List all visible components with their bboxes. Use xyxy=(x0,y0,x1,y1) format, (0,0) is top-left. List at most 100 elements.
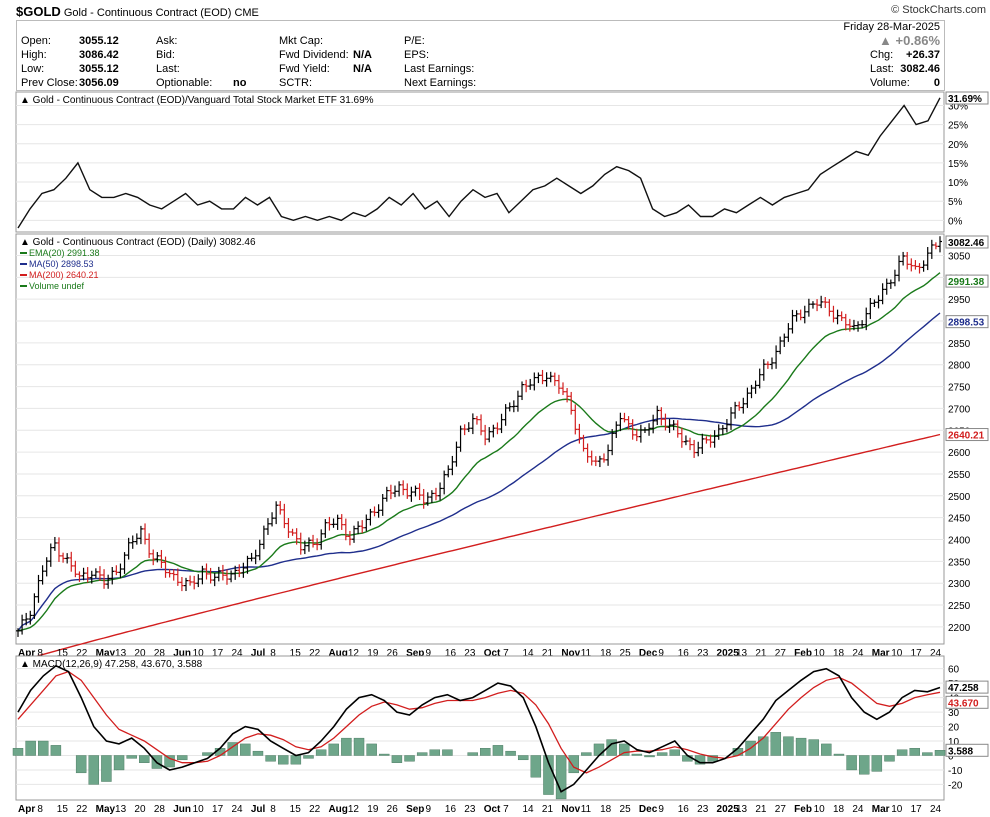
mkt-cap-label: Mkt Cap: xyxy=(279,35,324,47)
macd-histogram-bar xyxy=(896,749,908,756)
price-axis-tick: 2950 xyxy=(948,295,971,306)
price-x-label: 24 xyxy=(231,648,243,659)
legend-label: MA(200) 2640.21 xyxy=(29,270,99,280)
price-axis-tick: 2300 xyxy=(948,579,971,590)
macd-histogram-bar xyxy=(707,755,718,762)
macd-x-label: Apr xyxy=(18,804,35,815)
price-x-label: Nov xyxy=(561,648,580,659)
sctr-label: SCTR: xyxy=(279,77,312,89)
macd-histogram-bar xyxy=(593,743,605,756)
macd-histogram-bar xyxy=(38,740,49,756)
ratio-axis-tick: 25% xyxy=(948,121,968,132)
macd-histogram-bar xyxy=(75,755,87,774)
price-x-label: 17 xyxy=(911,648,923,659)
macd-histogram-bar xyxy=(391,755,403,763)
macd-x-label: Feb xyxy=(794,804,812,815)
prev-close-label: Prev Close: xyxy=(21,77,78,89)
ema20-line xyxy=(17,272,941,632)
macd-histogram-bar xyxy=(265,755,276,762)
price-x-label: Feb xyxy=(794,648,812,659)
macd-histogram-bar xyxy=(353,737,365,756)
volume-label: Volume: xyxy=(870,77,910,89)
macd-x-label: 23 xyxy=(697,804,709,815)
macd-x-label: 13 xyxy=(115,804,127,815)
histogram-last-label-box xyxy=(945,743,989,757)
legend-label: Volume undef xyxy=(29,281,85,291)
pe-label: P/E: xyxy=(404,35,425,47)
exchange: CME xyxy=(234,7,259,19)
macd-axis-tick: 10 xyxy=(948,737,960,748)
prev-close-value: 3056.09 xyxy=(79,77,119,89)
price-x-label: 23 xyxy=(464,648,476,659)
up-triangle-icon: ▲ xyxy=(879,33,892,48)
price-panel xyxy=(15,233,945,645)
chart-title: $GOLD Gold - Continuous Contract (EOD) C… xyxy=(16,4,259,19)
macd-histogram-bar xyxy=(164,755,175,768)
high-value: 3086.42 xyxy=(79,49,119,61)
macd-histogram-bar xyxy=(631,753,643,756)
macd-x-label: 19 xyxy=(367,804,379,815)
ratio-panel xyxy=(15,91,945,233)
macd-histogram-bar xyxy=(290,755,302,765)
price-x-label: 21 xyxy=(755,648,767,659)
macd-histogram-bar xyxy=(25,740,36,756)
macd-panel xyxy=(15,655,945,801)
price-x-label: 22 xyxy=(309,648,321,659)
price-x-label: 27 xyxy=(775,648,787,659)
macd-x-label: 12 xyxy=(348,804,360,815)
macd-x-label: 9 xyxy=(425,804,431,815)
macd-last-label-box xyxy=(945,680,989,694)
macd-histogram-bar xyxy=(429,749,441,756)
macd-x-label: 2025 xyxy=(717,804,740,815)
macd-histogram-bar xyxy=(88,755,99,785)
ratio-title: ▲ Gold - Continuous Contract (EOD)/Vangu… xyxy=(20,95,374,106)
histogram-last-label: 3.588 xyxy=(948,746,973,757)
macd-x-label: 15 xyxy=(290,804,302,815)
macd-x-label: 20 xyxy=(134,804,146,815)
macd-histogram-bar xyxy=(555,755,567,800)
macd-x-label: 22 xyxy=(309,804,321,815)
macd-histogram-bar xyxy=(379,753,390,756)
price-x-label: 26 xyxy=(387,648,399,659)
next-earnings-label: Next Earnings: xyxy=(404,77,477,89)
price-x-label: 10 xyxy=(193,648,205,659)
ratio-line xyxy=(17,97,941,229)
price-x-label: 12 xyxy=(348,648,360,659)
price-x-label: 15 xyxy=(290,648,302,659)
macd-last-label: 47.258 xyxy=(948,683,979,694)
macd-histogram-bar xyxy=(808,739,819,756)
last-price-value: 3082.46 xyxy=(900,63,940,75)
macd-x-label: 9 xyxy=(658,804,664,815)
price-x-label: 7 xyxy=(503,648,509,659)
price-axis-tick: 3050 xyxy=(948,251,971,262)
price-x-label: 13 xyxy=(736,648,748,659)
macd-histogram-bar xyxy=(909,748,920,756)
symbol: $GOLD xyxy=(16,4,61,19)
macd-histogram-bar xyxy=(416,752,428,756)
last-price-label: Last: xyxy=(870,63,894,75)
macd-title: ▲ MACD(12,26,9) 47.258, 43.670, 3.588 xyxy=(20,659,203,670)
price-axis-tick: 2500 xyxy=(948,492,971,503)
macd-x-label: 26 xyxy=(387,804,399,815)
ema20-last-label: 2991.38 xyxy=(948,277,985,288)
price-x-label: Jun xyxy=(173,648,191,659)
price-x-label: Sep xyxy=(406,648,424,659)
macd-histogram-bar xyxy=(581,752,592,756)
chg-value: +26.37 xyxy=(906,49,940,61)
change-percent: ▲ +0.86% xyxy=(879,33,940,48)
macd-x-label: 11 xyxy=(581,804,592,815)
macd-x-label: 8 xyxy=(37,804,43,815)
brand-label[interactable]: © StockCharts.com xyxy=(891,4,986,16)
macd-histogram-bar xyxy=(101,755,112,782)
price-x-label: May xyxy=(96,648,116,659)
ma50-last-label-box xyxy=(945,315,989,329)
macd-x-label: Nov xyxy=(561,804,580,815)
price-x-label: 23 xyxy=(697,648,709,659)
macd-histogram-bar xyxy=(492,745,504,756)
ma200-last-label: 2640.21 xyxy=(948,431,985,442)
macd-histogram-bar xyxy=(126,755,137,759)
macd-signal-line xyxy=(17,670,941,774)
macd-x-label: 10 xyxy=(814,804,826,815)
ask-label: Ask: xyxy=(156,35,178,47)
